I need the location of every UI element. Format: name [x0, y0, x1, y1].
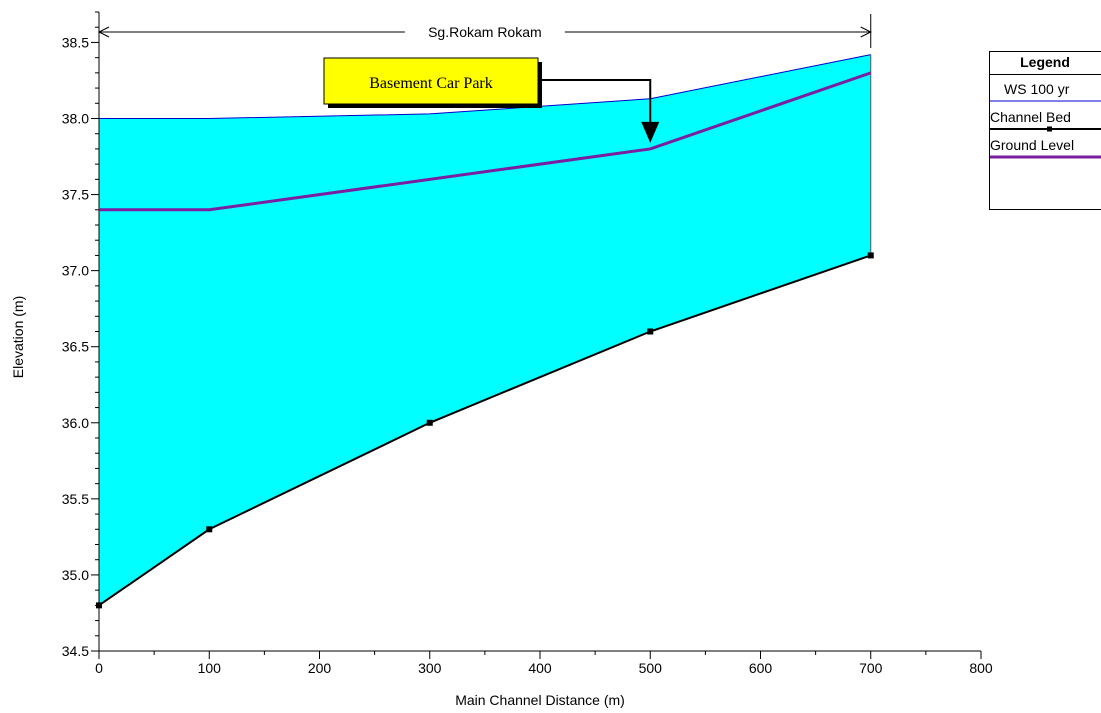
reach-arrow-left [97, 26, 110, 38]
y-tick-label: 38.0 [62, 111, 89, 127]
y-tick-label: 37.0 [62, 263, 89, 279]
ground-level-line [99, 71, 872, 212]
legend-swatch-channel-bed-marker [1047, 126, 1052, 132]
x-axis-title: Main Channel Distance (m) [455, 692, 625, 708]
legend: Legend WS 100 yr Channel Bed Ground Leve… [989, 51, 1101, 210]
legend-label-channel-bed: Channel Bed [990, 109, 1071, 125]
channel-bed-point [647, 328, 654, 335]
annotation-leader [542, 79, 652, 124]
x-tick-label: 0 [95, 660, 103, 676]
x-tick-label: 100 [198, 660, 222, 676]
ws-100yr-line [99, 54, 871, 119]
legend-title: Legend [990, 52, 1101, 75]
annotation-arrowhead [641, 121, 660, 143]
x-tick-label: 800 [969, 660, 993, 676]
y-tick-label: 36.5 [62, 339, 89, 355]
y-tick-label: 34.5 [62, 643, 89, 659]
channel-bed-point [867, 252, 874, 259]
y-tick-label: 35.5 [62, 491, 89, 507]
legend-item-ground-level: Ground Level [990, 131, 1101, 159]
y-tick-label: 37.5 [62, 187, 89, 203]
y-axis-title: Elevation (m) [10, 296, 26, 378]
channel-bed-point [96, 602, 102, 609]
channel-bed-point [426, 419, 433, 426]
x-tick-label: 300 [418, 660, 442, 676]
annotation-box [323, 57, 539, 105]
x-tick-label: 400 [528, 660, 552, 676]
y-tick-label: 38.5 [62, 34, 89, 50]
legend-label-ground-level: Ground Level [990, 137, 1075, 153]
x-tick-label: 500 [639, 660, 663, 676]
reach-arrow-right [860, 26, 872, 38]
x-tick-label: 700 [859, 660, 883, 676]
legend-item-ws: WS 100 yr [990, 75, 1101, 103]
x-tick-label: 200 [308, 660, 332, 676]
x-tick-label: 600 [749, 660, 773, 676]
legend-swatch-channel-bed [990, 126, 1101, 132]
legend-swatch-ground-level [990, 155, 1101, 159]
y-tick-label: 35.0 [62, 567, 89, 583]
chart-title: Sg.Rokam Rokam [428, 24, 542, 40]
legend-item-channel-bed: Channel Bed [990, 103, 1101, 132]
legend-label-ws: WS 100 yr [1004, 81, 1070, 97]
channel-bed-point [206, 526, 213, 533]
legend-swatch-ws [990, 100, 1101, 102]
water-area [99, 54, 871, 606]
annotation-text: Basement Car Park [369, 75, 493, 92]
y-tick-label: 36.0 [62, 415, 89, 431]
